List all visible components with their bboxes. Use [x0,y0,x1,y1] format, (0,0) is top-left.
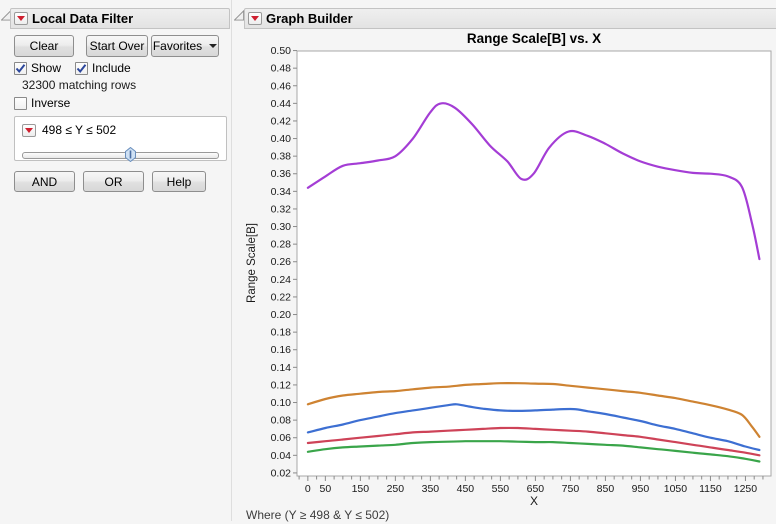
graph-canvas[interactable]: 0.02 0.04 0.06 0.08 0.10 0.12 0.14 0.16 0.18 0.20… [232,28,776,521]
y-tick-label: 0.20 [271,309,292,321]
graph-builder-header[interactable]: Graph Builder [244,8,776,29]
orange-line [306,381,761,438]
y-tick-label: 0.10 [271,397,292,409]
y-tick-label: 0.28 [271,239,292,251]
range-slider[interactable] [22,147,219,162]
filter-expression: 498 ≤ Y ≤ 502 [42,123,117,137]
show-checkbox-label[interactable]: Show [31,61,62,75]
favorites-button[interactable]: Favorites [151,35,219,57]
y-tick-label: 0.02 [271,467,292,479]
start-over-button[interactable]: Start Over [86,35,148,57]
or-button[interactable]: OR [83,171,144,192]
help-button[interactable]: Help [152,171,206,192]
y-tick-label: 0.36 [271,168,292,180]
y-tick-label: 0.40 [271,133,292,145]
x-tick-label: 450 [457,483,475,495]
plot-frame [296,50,772,477]
check-icon [15,63,26,73]
panel-divider [231,0,232,521]
x-tick-label: 950 [632,483,650,495]
panel-title: Local Data Filter [32,11,134,26]
where-clause-text: Where (Y ≥ 498 & Y ≤ 502) [246,508,390,522]
purple-line [306,102,761,261]
y-tick-label: 0.12 [271,379,292,391]
local-data-filter-header[interactable]: Local Data Filter [10,8,230,29]
x-tick-label: 850 [597,483,615,495]
y-tick-label: 0.16 [271,344,292,356]
inverse-checkbox-label[interactable]: Inverse [31,96,71,110]
x-tick-label: 1150 [699,483,722,495]
y-tick-label: 0.38 [271,151,292,163]
chevron-down-icon [209,44,218,48]
favorites-button-label: Favorites [152,39,203,53]
and-button[interactable]: AND [14,171,75,192]
slider-handle[interactable] [124,147,137,162]
y-tick-label: 0.06 [271,432,292,444]
y-tick-label: 0.42 [271,115,292,127]
x-tick-label: 750 [562,483,580,495]
blue-line [306,403,761,452]
x-tick-label: 550 [492,483,510,495]
y-tick-label: 0.22 [271,291,292,303]
y-tick-label: 0.18 [271,327,292,339]
y-tick-label: 0.26 [271,256,292,268]
x-tick-label: 1050 [664,483,688,495]
inverse-checkbox[interactable] [14,96,27,110]
outline-disclosure-icon-graph[interactable] [234,9,245,22]
y-tick-label: 0.48 [271,63,292,75]
include-checkbox[interactable] [75,61,89,75]
panel-title: Graph Builder [266,11,353,26]
show-checkbox[interactable] [14,61,27,75]
y-tick-label: 0.08 [271,415,292,427]
chart-area[interactable]: 0.02 0.04 0.06 0.08 0.10 0.12 0.14 0.16 0.18 0.20… [232,28,776,521]
clear-button[interactable]: Clear [14,35,74,57]
y-tick-label: 0.24 [271,274,292,286]
x-tick-label: 350 [422,483,440,495]
x-tick-label: 0 [305,483,311,495]
y-tick-label: 0.04 [271,450,292,462]
include-checkbox-label[interactable]: Include [92,61,131,75]
matching-rows-text: 32300 matching rows [22,78,137,92]
check-icon [76,63,87,73]
red-triangle-menu-icon[interactable] [248,12,262,25]
slider-groove[interactable] [22,152,219,159]
x-tick-label: 1250 [734,483,758,495]
x-tick-label: 150 [352,483,370,495]
x-tick-label: 250 [387,483,405,495]
filter-condition-box: 498 ≤ Y ≤ 502 [14,116,227,162]
x-axis-title: X [529,494,538,508]
x-tick-label: 650 [527,483,545,495]
y-tick-label: 0.14 [271,362,292,374]
x-tick-label: 50 [320,483,332,495]
red-line [306,426,761,457]
filter-red-triangle-menu-icon[interactable] [22,123,36,137]
y-tick-label: 0.30 [271,221,292,233]
green-line [306,440,761,463]
y-tick-label: 0.46 [271,80,292,92]
y-tick-label: 0.34 [271,186,292,198]
red-triangle-menu-icon[interactable] [14,12,28,25]
y-tick-label: 0.32 [271,203,292,215]
y-tick-label: 0.50 [271,45,292,57]
chart-title: Range Scale[B] vs. X [466,31,602,46]
y-tick-label: 0.44 [271,98,292,110]
